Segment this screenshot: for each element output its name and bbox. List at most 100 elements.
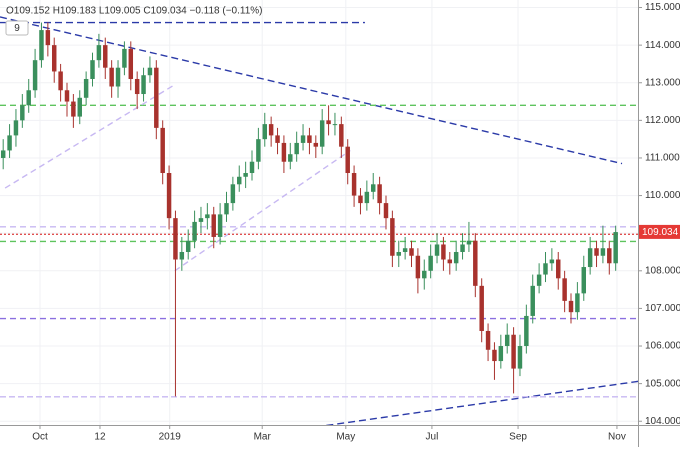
candle-body bbox=[281, 142, 287, 162]
candle-body bbox=[26, 90, 31, 106]
candle-body bbox=[326, 120, 331, 125]
annotation-line bbox=[174, 149, 351, 272]
candle-body bbox=[562, 278, 567, 301]
candle-body bbox=[166, 173, 172, 219]
candle-body bbox=[543, 263, 548, 275]
candle-body bbox=[530, 285, 535, 316]
candle-body bbox=[103, 45, 108, 68]
candle-body bbox=[313, 142, 319, 147]
x-tick-label: 12 bbox=[94, 432, 106, 443]
candle-body bbox=[377, 184, 382, 204]
x-tick-label: Jul bbox=[426, 432, 439, 443]
y-tick-label: 111.000 bbox=[645, 153, 680, 164]
annotation-line bbox=[4, 84, 176, 189]
candle-body bbox=[524, 315, 529, 347]
candle-body bbox=[45, 30, 51, 46]
candle-body bbox=[160, 127, 165, 174]
candle-body bbox=[581, 267, 587, 294]
candle-body bbox=[7, 135, 12, 151]
candle-body bbox=[370, 184, 376, 192]
y-tick-label: 113.000 bbox=[645, 77, 680, 88]
candle-body bbox=[358, 195, 363, 204]
annotations bbox=[0, 16, 638, 425]
candle-body bbox=[607, 248, 612, 264]
candles bbox=[0, 22, 618, 397]
candle-body bbox=[109, 67, 114, 87]
x-tick-label: Sep bbox=[509, 432, 527, 443]
candle-body bbox=[339, 124, 344, 147]
candle-body bbox=[96, 45, 102, 61]
candle-body bbox=[415, 255, 421, 279]
candle-body bbox=[396, 251, 401, 256]
interval-badge[interactable]: 9 bbox=[14, 23, 20, 34]
candle-body bbox=[409, 248, 414, 256]
candle-body bbox=[122, 48, 127, 68]
candle-body bbox=[83, 78, 89, 98]
y-tick-label: 115.000 bbox=[645, 2, 680, 13]
candle-body bbox=[154, 67, 159, 128]
y-tick-label: 105.000 bbox=[645, 378, 680, 389]
candle-body bbox=[351, 173, 357, 196]
candle-body bbox=[0, 150, 6, 158]
x-tick-label: Nov bbox=[608, 432, 626, 443]
candle-body bbox=[268, 124, 274, 136]
candle-body bbox=[434, 244, 440, 256]
candle-body bbox=[364, 191, 370, 204]
y-tick-label: 114.000 bbox=[645, 40, 680, 51]
candle-body bbox=[262, 124, 268, 140]
candle-body bbox=[249, 161, 255, 174]
candle-body bbox=[453, 251, 459, 264]
candle-body bbox=[549, 259, 555, 264]
x-tick-label: Mar bbox=[254, 432, 272, 443]
candle-body bbox=[224, 203, 229, 215]
candle-body bbox=[345, 146, 350, 174]
candle-body bbox=[587, 248, 593, 268]
candle-body bbox=[211, 214, 216, 237]
candle-body bbox=[319, 120, 325, 147]
candle-body bbox=[90, 60, 95, 79]
candle-body bbox=[613, 232, 618, 264]
candle-body bbox=[447, 259, 453, 264]
candle-body bbox=[32, 60, 38, 91]
candle-body bbox=[256, 139, 261, 162]
candle-body bbox=[134, 78, 140, 95]
candle-body bbox=[556, 259, 561, 279]
annotation-line bbox=[0, 16, 623, 165]
x-tick-label: May bbox=[336, 432, 355, 443]
candle-body bbox=[51, 45, 57, 72]
ohlc-legend: O109.152 H109.183 L109.005 C109.034 −0.1… bbox=[6, 6, 263, 17]
candle-body bbox=[147, 67, 153, 76]
candle-body bbox=[332, 124, 338, 126]
y-tick-label: 104.000 bbox=[645, 416, 680, 427]
candle-body bbox=[390, 218, 395, 256]
candle-body bbox=[217, 214, 223, 237]
candle-body bbox=[288, 154, 293, 162]
candle-body bbox=[441, 244, 446, 260]
candle-body bbox=[275, 135, 280, 143]
candle-body bbox=[173, 218, 178, 260]
candle-body bbox=[179, 251, 185, 260]
candle-body bbox=[230, 184, 236, 204]
candle-body bbox=[128, 48, 134, 79]
candle-body bbox=[39, 30, 44, 61]
y-tick-label: 106.000 bbox=[645, 341, 680, 352]
candle-body bbox=[71, 101, 76, 117]
candle-body bbox=[428, 255, 433, 271]
candle-body bbox=[20, 105, 25, 121]
candle-body bbox=[402, 248, 408, 252]
last-price-box bbox=[639, 224, 680, 239]
interval-badge-box bbox=[5, 20, 29, 36]
candle-body bbox=[466, 240, 472, 245]
candle-body bbox=[13, 120, 19, 136]
y-tick-label: 112.000 bbox=[645, 115, 680, 126]
candle-body bbox=[141, 75, 146, 95]
y-tick-label: 110.000 bbox=[645, 190, 680, 201]
candle-body bbox=[485, 330, 491, 350]
candle-body bbox=[536, 274, 542, 286]
candle-body bbox=[77, 97, 82, 117]
candle-body bbox=[568, 300, 574, 313]
candle-body bbox=[575, 293, 580, 313]
candle-body bbox=[460, 244, 465, 252]
